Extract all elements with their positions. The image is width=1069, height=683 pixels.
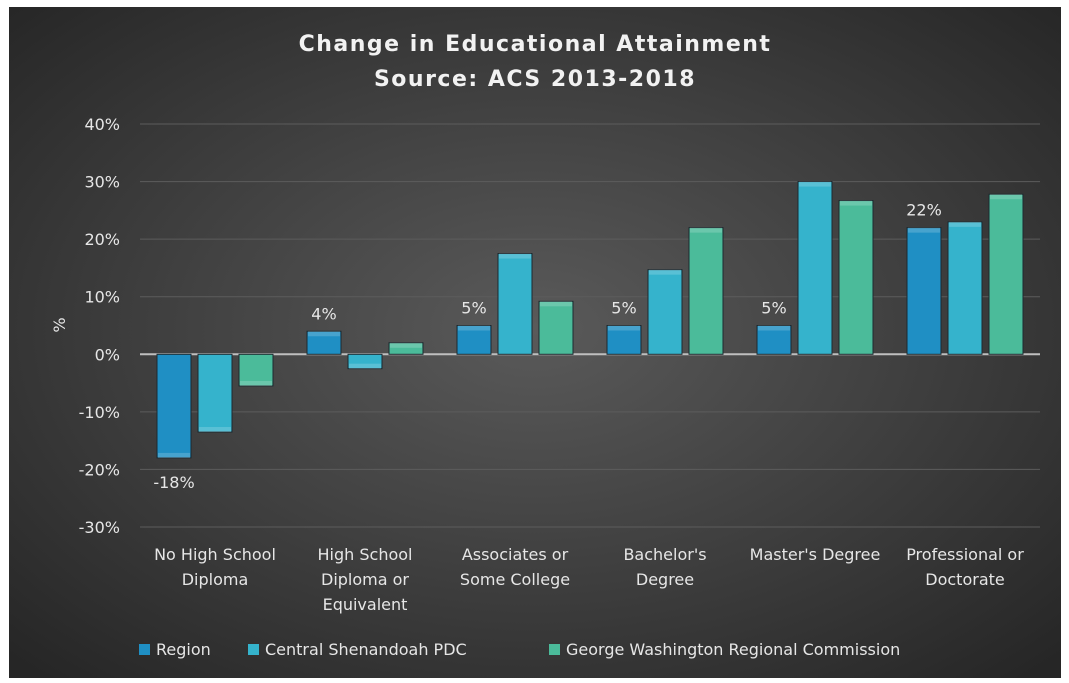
bar-bevel-1-2	[499, 253, 531, 259]
bar-1-4	[797, 181, 833, 355]
chart-svg: Change in Educational Attainment Source:…	[9, 7, 1061, 678]
category-label: No High School Diploma	[154, 545, 276, 589]
legend-swatch	[139, 644, 150, 655]
y-tick-label: -30%	[79, 518, 120, 537]
category-label-line: No High School	[154, 545, 276, 564]
category-label-line: Some College	[460, 570, 570, 589]
y-axis-ticks: 40% 30% 20% 10% 0% -10% -20% -30%	[79, 115, 120, 537]
bar-0-3	[606, 325, 642, 355]
bar-2-1	[388, 342, 424, 355]
legend: Region Central Shenandoah PDC George Washi…	[139, 640, 900, 659]
data-label: -18%	[153, 473, 194, 492]
bar-0-1	[306, 330, 342, 355]
category-label: Associates or Some College	[460, 545, 570, 589]
bar-bevel-1-0	[199, 427, 231, 433]
category-label-line: Associates or	[462, 545, 569, 564]
data-label: 22%	[906, 201, 942, 220]
chart-background	[9, 7, 1061, 678]
y-axis-label: %	[50, 317, 69, 332]
bar-0-0	[156, 353, 192, 459]
category-label-line: Diploma	[182, 570, 249, 589]
category-label-line: Professional or	[906, 545, 1024, 564]
bar-bevel-2-3	[690, 227, 722, 233]
data-labels: -18% 4% 5% 5% 5% 22%	[153, 201, 941, 492]
category-label: High School Diploma or Equivalent	[318, 545, 413, 614]
bar-bevel-0-2	[458, 325, 490, 331]
data-label: 4%	[311, 304, 336, 323]
bar-bevel-0-3	[608, 325, 640, 331]
bars	[156, 181, 1024, 459]
data-label: 5%	[611, 299, 636, 318]
bar-1-5	[947, 221, 983, 355]
bar-bevel-2-5	[990, 194, 1022, 200]
bar-bevel-2-0	[240, 380, 272, 386]
category-label-line: Diploma or	[321, 570, 409, 589]
chart-title-line-2: Source: ACS 2013-2018	[374, 67, 696, 92]
data-label: 5%	[461, 299, 486, 318]
bar-bevel-2-1	[390, 342, 422, 348]
bar-0-2	[456, 325, 492, 355]
category-label: Bachelor's Degree	[623, 545, 706, 589]
data-label: 5%	[761, 299, 786, 318]
bar-bevel-2-4	[840, 200, 872, 206]
x-axis-categories: No High School Diploma High School Diploma …	[154, 545, 1024, 614]
y-tick-label: 0%	[95, 345, 120, 364]
legend-label: George Washington Regional Commission	[566, 640, 900, 659]
legend-swatch	[549, 644, 560, 655]
category-label: Master's Degree	[750, 545, 881, 564]
bar-bevel-0-1	[308, 331, 340, 337]
legend-label: Region	[156, 640, 211, 659]
bar-bevel-0-4	[758, 325, 790, 331]
category-label-line: Bachelor's	[623, 545, 706, 564]
chart-frame: Change in Educational Attainment Source:…	[9, 7, 1061, 678]
bar-2-3	[688, 227, 724, 355]
y-tick-label: 20%	[84, 230, 120, 249]
bar-bevel-1-1	[349, 363, 381, 369]
bar-0-4	[756, 325, 792, 355]
bar-bevel-1-4	[799, 181, 831, 187]
bar-2-4	[838, 200, 874, 355]
y-tick-label: -10%	[79, 403, 120, 422]
bar-bevel-0-0	[158, 452, 190, 458]
y-tick-label: 30%	[84, 173, 120, 192]
category-label-line: Doctorate	[925, 570, 1004, 589]
bar-2-5	[988, 193, 1024, 355]
bar-2-0	[238, 353, 274, 387]
chart-title-line-1: Change in Educational Attainment	[299, 32, 772, 57]
bar-bevel-2-2	[540, 301, 572, 307]
category-label-line: Equivalent	[323, 595, 408, 614]
category-label-line: Degree	[636, 570, 694, 589]
bar-bevel-0-5	[908, 227, 940, 233]
bar-bevel-1-3	[649, 269, 681, 275]
bar-1-3	[647, 269, 683, 355]
category-label-line: Master's Degree	[750, 545, 881, 564]
chart-title: Change in Educational Attainment Source:…	[299, 32, 772, 92]
bar-0-5	[906, 227, 942, 355]
bar-1-2	[497, 253, 533, 355]
category-label-line: High School	[318, 545, 413, 564]
legend-label: Central Shenandoah PDC	[265, 640, 467, 659]
legend-swatch	[248, 644, 259, 655]
category-label: Professional or Doctorate	[906, 545, 1024, 589]
gridlines	[140, 123, 1040, 528]
bar-1-0	[197, 353, 233, 433]
bar-1-1	[347, 353, 383, 370]
y-tick-label: -20%	[79, 460, 120, 479]
y-tick-label: 10%	[84, 288, 120, 307]
bar-bevel-1-5	[949, 221, 981, 227]
y-tick-label: 40%	[84, 115, 120, 134]
bar-2-2	[538, 300, 574, 355]
